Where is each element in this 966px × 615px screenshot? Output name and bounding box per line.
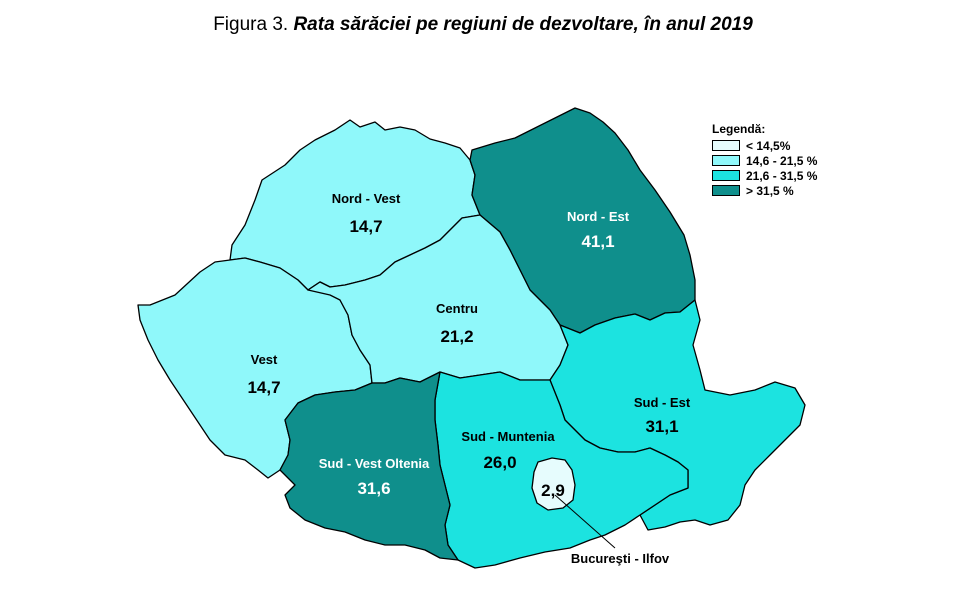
legend-item: 14,6 - 21,5 % bbox=[712, 153, 817, 168]
legend-label: 14,6 - 21,5 % bbox=[746, 153, 818, 168]
label-vest-name: Vest bbox=[251, 352, 278, 367]
label-vest-value: 14,7 bbox=[247, 378, 280, 397]
label-sud-vest-oltenia-name: Sud - Vest Oltenia bbox=[319, 456, 430, 471]
label-sud-muntenia-value: 26,0 bbox=[483, 453, 516, 472]
label-nord-vest-value: 14,7 bbox=[349, 217, 382, 236]
label-sud-est-name: Sud - Est bbox=[634, 395, 691, 410]
bucuresti-leader-line bbox=[554, 494, 616, 549]
label-nord-est-name: Nord - Est bbox=[567, 209, 630, 224]
figure-number: Figura 3. bbox=[213, 14, 289, 35]
map-legend: Legendă: < 14,5% 14,6 - 21,5 % 21,6 - 31… bbox=[712, 122, 817, 198]
region-sud-vest-oltenia bbox=[279, 371, 459, 561]
label-sud-muntenia-name: Sud - Muntenia bbox=[461, 429, 555, 444]
legend-label: < 14,5% bbox=[746, 138, 791, 153]
figure-title: Figura 3. Rata sărăciei pe regiuni de de… bbox=[0, 14, 966, 36]
label-bucuresti-ilfov-value: 2,9 bbox=[541, 481, 565, 500]
legend-swatch bbox=[712, 170, 740, 181]
legend-swatch bbox=[712, 185, 740, 196]
label-centru-value: 21,2 bbox=[440, 327, 473, 346]
legend-item: > 31,5 % bbox=[712, 183, 817, 198]
legend-title: Legendă: bbox=[712, 122, 766, 136]
legend-item: 21,6 - 31,5 % bbox=[712, 168, 817, 183]
legend-item: < 14,5% bbox=[712, 138, 817, 153]
region-bucuresti-ilfov bbox=[531, 457, 576, 511]
label-centru-name: Centru bbox=[436, 301, 478, 316]
legend-swatch bbox=[712, 140, 740, 151]
legend-swatch bbox=[712, 155, 740, 166]
label-nord-est-value: 41,1 bbox=[581, 232, 614, 251]
figure-caption: Rata sărăciei pe regiuni de dezvoltare, … bbox=[293, 14, 753, 35]
label-bucuresti-ilfov-name: Bucureşti - Ilfov bbox=[571, 551, 670, 566]
label-nord-vest-name: Nord - Vest bbox=[332, 191, 401, 206]
label-sud-vest-oltenia-value: 31,6 bbox=[357, 479, 390, 498]
label-sud-est-value: 31,1 bbox=[645, 417, 678, 436]
legend-label: 21,6 - 31,5 % bbox=[746, 168, 818, 183]
legend-label: > 31,5 % bbox=[746, 183, 794, 198]
